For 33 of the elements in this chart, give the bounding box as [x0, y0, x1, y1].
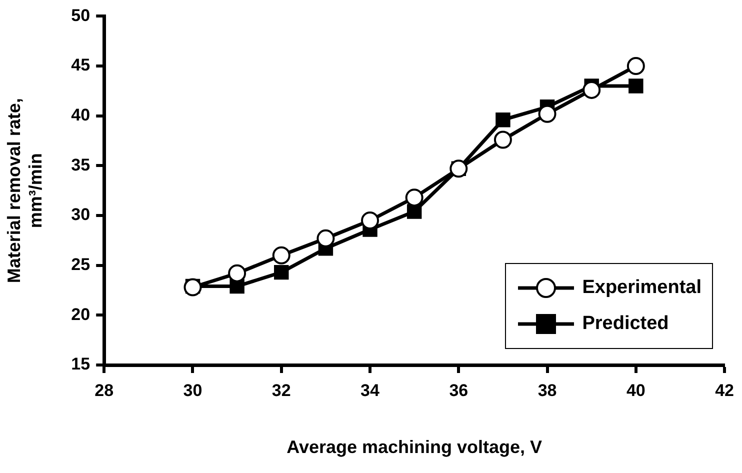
x-tick-label: 38: [538, 380, 557, 400]
legend-label: Experimental: [582, 277, 702, 299]
point: [494, 130, 512, 149]
point: [405, 188, 424, 207]
legend-label: Predicted: [582, 313, 669, 335]
point: [228, 264, 246, 282]
y-tick-label: 35: [71, 155, 90, 174]
x-tick-label: 42: [715, 380, 734, 400]
x-tick-label: 34: [360, 380, 380, 400]
point: [406, 204, 422, 219]
y-tick-label: 40: [71, 106, 90, 125]
y-axis-title: Material removal rate, mm³/min: [4, 98, 46, 284]
point: [628, 78, 644, 94]
x-tick-label: 32: [272, 380, 291, 400]
point: [496, 112, 510, 128]
x-tick-label: 36: [449, 380, 468, 400]
point: [272, 246, 290, 264]
y-tick-label: 50: [71, 6, 90, 25]
point: [184, 278, 202, 296]
point: [316, 229, 335, 248]
point: [361, 211, 380, 230]
point: [538, 104, 556, 123]
point: [626, 57, 645, 76]
point: [274, 264, 289, 280]
y-tick-label: 30: [71, 205, 90, 224]
y-tick-label: 45: [71, 56, 90, 75]
y-tick-label: 20: [71, 304, 90, 324]
x-axis-title: Average machining voltage, V: [286, 437, 542, 458]
x-tick-label: 30: [183, 380, 202, 400]
y-tick-label: 25: [71, 255, 90, 274]
x-tick-label: 28: [94, 380, 114, 400]
x-tick-label: 40: [626, 380, 646, 400]
y-tick-label: 15: [71, 354, 90, 374]
